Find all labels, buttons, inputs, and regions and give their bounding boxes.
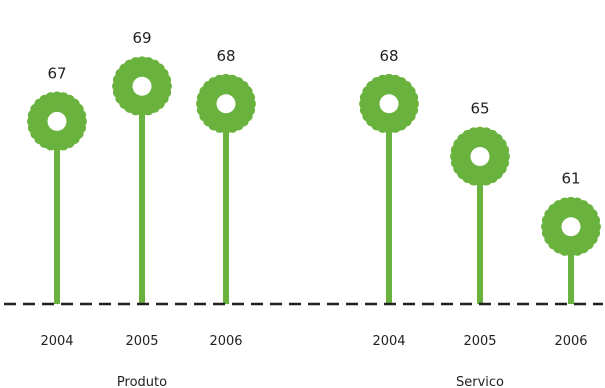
flower-icon <box>541 196 601 257</box>
flower-icon <box>450 126 510 187</box>
flower-icon <box>27 91 87 152</box>
flower-icon <box>359 73 419 134</box>
x-tick-label: 2004 <box>372 334 405 349</box>
value-label: 68 <box>216 47 235 65</box>
flower-icon <box>112 56 172 117</box>
value-label: 68 <box>379 47 398 65</box>
value-label: 61 <box>561 170 580 188</box>
value-label: 69 <box>132 29 151 47</box>
plot-area: 67 2004 69 2005 68 2006 Produto 68 2004 65 2005 61 2… <box>4 29 603 388</box>
x-tick-label: 2005 <box>125 334 158 349</box>
x-tick-label: 2005 <box>463 334 496 349</box>
x-tick-label: 2006 <box>554 334 587 349</box>
flower-icon <box>196 73 256 134</box>
value-label: 65 <box>470 99 489 117</box>
x-tick-label: 2004 <box>40 334 73 349</box>
group-label: Produto <box>117 375 167 388</box>
group-label: Servico <box>456 375 504 388</box>
x-tick-label: 2006 <box>209 334 242 349</box>
value-label: 67 <box>47 64 66 82</box>
